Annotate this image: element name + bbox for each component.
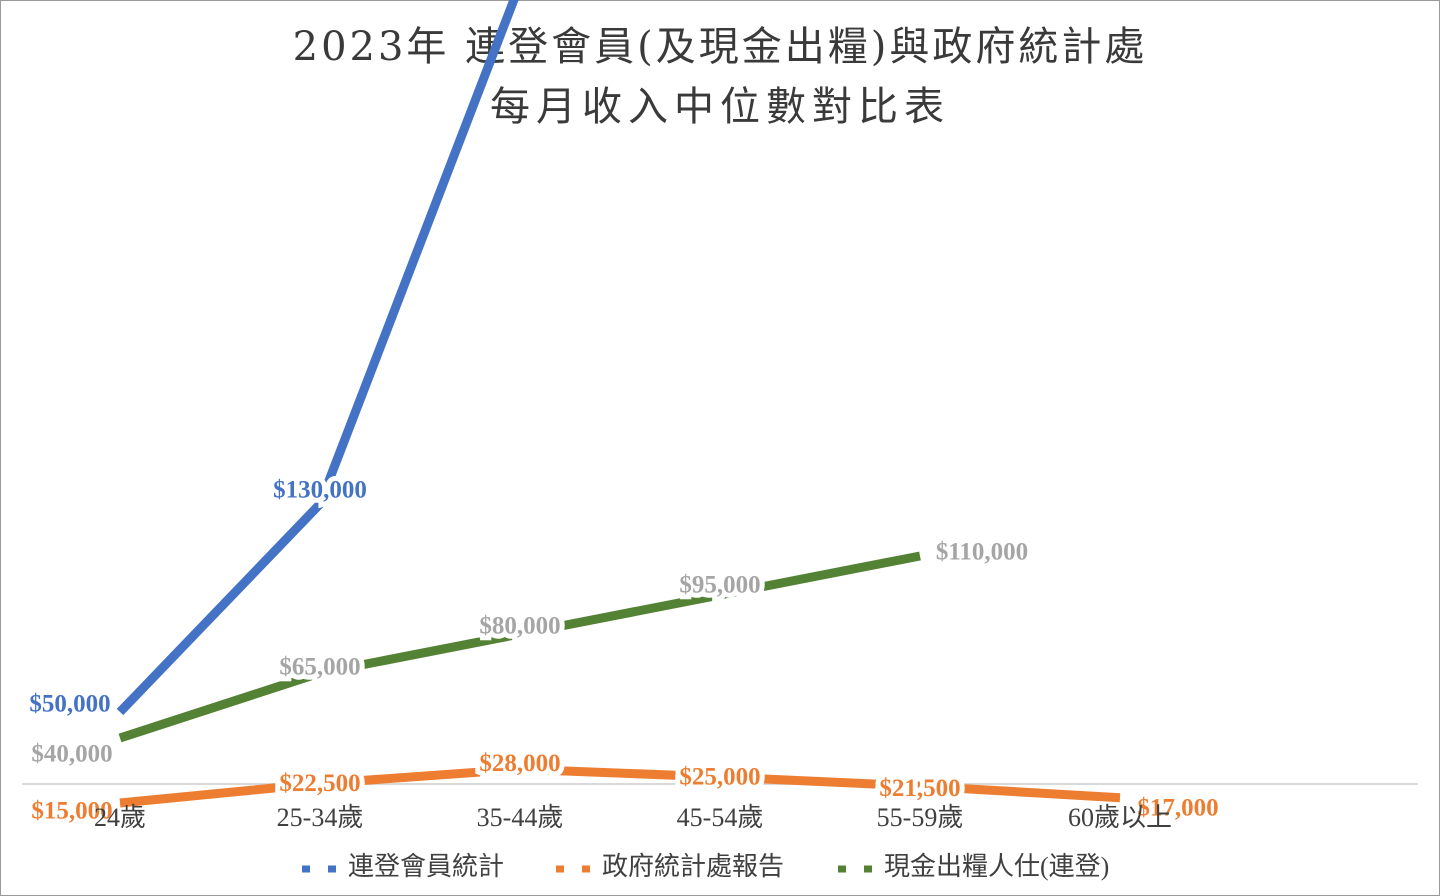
legend-item: 現金出糧人仕(連登): [838, 852, 1109, 881]
data-label: $40,000: [31, 741, 112, 768]
series-line-0: [116, 0, 519, 716]
data-label: $130,000: [273, 477, 367, 504]
x-tick-label: 25-34歲: [277, 803, 364, 832]
x-tick-label: 55-59歲: [877, 803, 964, 832]
legend-label: 連登會員統計: [348, 852, 504, 881]
data-label: $17,000: [1137, 795, 1218, 822]
legend-item: 連登會員統計: [302, 852, 504, 881]
data-label: $15,000: [31, 798, 112, 825]
data-label: $21,500: [879, 775, 960, 802]
data-label: $95,000: [679, 572, 760, 599]
chart-title-line-2: 每月收入中位數對比表: [490, 84, 950, 130]
data-label: $25,000: [679, 764, 760, 791]
series-line-1: [119, 764, 1121, 808]
x-tick-label: 35-44歲: [477, 803, 564, 832]
x-tick-label: 45-54歲: [677, 803, 764, 832]
data-label: $22,500: [279, 770, 360, 797]
data-label: $50,000: [29, 691, 110, 718]
data-label: $110,000: [936, 539, 1028, 566]
data-label: $28,000: [479, 750, 560, 777]
chart-title-line-1: 2023年 連登會員(及現金出糧)與政府統計處: [292, 24, 1148, 70]
data-label: $80,000: [479, 613, 560, 640]
legend-label: 現金出糧人仕(連登): [884, 852, 1109, 881]
series-line-2: [118, 551, 921, 743]
x-tick-label: 60歲以上: [1068, 803, 1172, 832]
data-label: $65,000: [279, 654, 360, 681]
legend-item: 政府統計處報告: [556, 852, 784, 881]
legend-label: 政府統計處報告: [602, 852, 784, 881]
x-tick-label: 24歲: [94, 803, 146, 832]
